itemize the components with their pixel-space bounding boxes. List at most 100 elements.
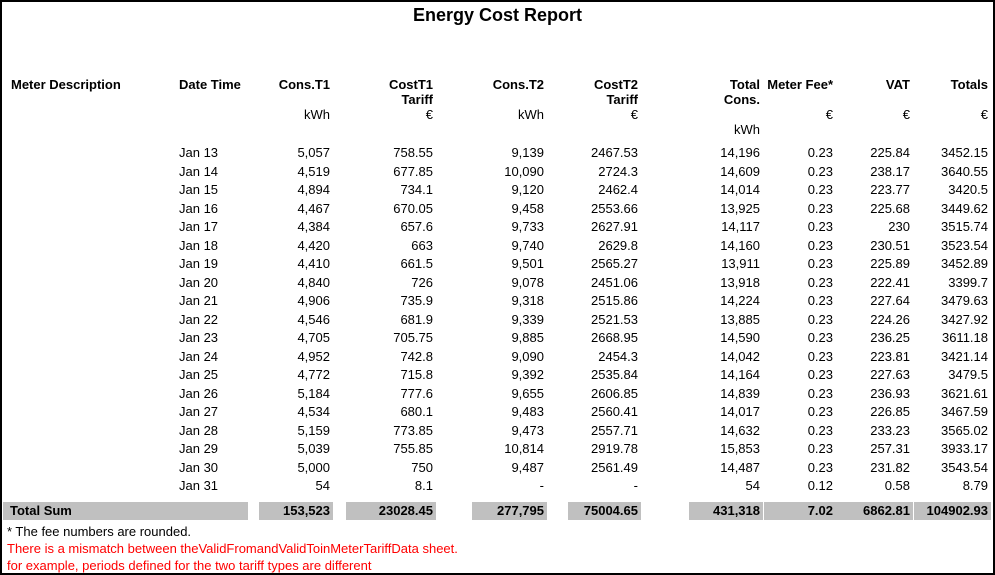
cell-cost-t2: 2557.71	[591, 422, 638, 438]
cell-date-time: Jan 27	[179, 404, 219, 419]
column-header-vat: VAT	[836, 77, 913, 107]
cell-cons-t2: 9,473	[511, 422, 544, 438]
cell-cost-t1: 755.85	[393, 441, 433, 456]
cell-date-time: Jan 25	[179, 367, 219, 382]
cell-meter-fee: 0.23	[807, 459, 833, 475]
cell-totals: 3515.74	[941, 219, 988, 234]
total-totals-cell: 104902.93	[913, 501, 991, 520]
cell-cons-t1: 4,410	[297, 256, 330, 271]
cell-cost-t2: 2724.3	[598, 163, 638, 179]
unit-cell-totals: €	[913, 107, 991, 137]
cell-date-time: Jan 17	[179, 219, 219, 234]
cell-cons-t2: 9,139	[511, 145, 544, 160]
cell-meter-fee: 0.23	[807, 200, 833, 216]
cell-cost-t1: 705.75	[393, 330, 433, 345]
cell-cost-t2: 2560.41	[591, 404, 638, 419]
cell-total-cons: 14,590	[720, 330, 760, 345]
column-header-label-line2: Tariff	[606, 92, 638, 107]
cell-vat: 226.85	[870, 404, 910, 419]
column-header-label: Meter Fee*	[767, 77, 833, 92]
cell-cost-t2: 2919.78	[591, 441, 638, 456]
cell-vat: 224.26	[870, 311, 910, 327]
cell-cons-t1: 4,772	[297, 367, 330, 382]
cell-meter-fee: 0.23	[807, 367, 833, 382]
cell-total-cons: 14,632	[720, 422, 760, 438]
cell-meter-fee: 0.23	[807, 219, 833, 234]
column-header-meter-description: Meter Description	[3, 77, 171, 107]
cell-totals: 3399.7	[948, 274, 988, 290]
total-cost-t1-cell: 23028.45	[333, 501, 436, 520]
cell-meter-fee: 0.23	[807, 274, 833, 290]
cell-cost-t2: 2467.53	[591, 145, 638, 160]
spacer-row	[3, 137, 991, 144]
cell-cost-t2: 2462.4	[598, 182, 638, 197]
cell-total-cons: 14,042	[720, 348, 760, 364]
cell-total-cons: 14,160	[720, 237, 760, 253]
cell-cons-t1: 4,546	[297, 311, 330, 327]
cell-cons-t2: 9,655	[511, 385, 544, 401]
unit-label: €	[425, 107, 433, 122]
cell-cost-t2: 2553.66	[591, 200, 638, 216]
cell-totals: 3449.62	[941, 200, 988, 216]
total-label-cell: Total Sum	[3, 501, 248, 520]
cell-vat: 227.64	[870, 293, 910, 308]
cell-cost-t2: -	[633, 478, 638, 493]
cell-cons-t2: 9,339	[511, 311, 544, 327]
cell-meter-description	[3, 440, 171, 459]
cell-total-cons: 14,839	[720, 385, 760, 401]
cell-total-cons: 14,196	[720, 145, 760, 160]
cell-cons-t2: 9,318	[511, 293, 544, 308]
cell-vat: 236.93	[870, 385, 910, 401]
cell-cost-t2: 2561.49	[591, 459, 638, 475]
cell-meter-description	[3, 348, 171, 367]
cell-vat: 225.68	[870, 200, 910, 216]
cell-vat: 230	[888, 219, 910, 234]
cell-date-time: Jan 28	[179, 422, 219, 438]
tariff-mismatch-warning-line1: There is a mismatch between theValidFrom…	[7, 540, 458, 556]
cell-total-cons: 14,487	[720, 459, 760, 475]
cell-total-cons: 14,609	[720, 163, 760, 179]
cell-date-time: Jan 31	[179, 478, 219, 493]
cell-cost-t2: 2668.95	[591, 330, 638, 345]
table-row: Jan 17 4,384 657.6 9,733 2627.91 14,117 …	[3, 218, 991, 237]
cell-totals: 8.79	[962, 478, 988, 493]
cell-cost-t1: 750	[411, 459, 433, 475]
cell-meter-description	[3, 292, 171, 311]
cell-meter-description	[3, 200, 171, 219]
table-row: Jan 31 54 8.1 - - 54 0.12 0.58 8.79	[3, 477, 991, 496]
cell-meter-fee: 0.23	[807, 237, 833, 253]
table-row: Jan 28 5,159 773.85 9,473 2557.71 14,632…	[3, 422, 991, 441]
cell-cons-t2: 9,120	[511, 182, 544, 197]
total-value: 104902.93	[914, 501, 991, 520]
total-value: 6862.81	[836, 501, 913, 520]
cell-date-time: Jan 21	[179, 293, 219, 308]
table-row: Jan 27 4,534 680.1 9,483 2560.41 14,017 …	[3, 403, 991, 422]
cell-totals: 3611.18	[941, 330, 988, 345]
column-header-cost-t2-tariff: CostT2 Tariff	[547, 77, 641, 107]
tariff-mismatch-warning-line2: for example, periods defined for the two…	[7, 557, 372, 573]
cell-vat: 257.31	[870, 441, 910, 456]
cell-cons-t1: 4,840	[297, 274, 330, 290]
cell-meter-description	[3, 329, 171, 348]
cell-vat: 231.82	[870, 459, 910, 475]
cell-cons-t1: 4,906	[297, 293, 330, 308]
cell-cons-t1: 4,467	[297, 200, 330, 216]
cell-totals: 3523.54	[941, 237, 988, 253]
unit-cell-cost-t2: €	[547, 107, 641, 137]
cell-vat: 227.63	[870, 367, 910, 382]
total-total-cons-cell: 431,318	[641, 501, 763, 520]
cell-vat: 225.84	[870, 145, 910, 160]
cell-meter-description	[3, 311, 171, 330]
column-header-cost-t1-tariff: CostT1 Tariff	[333, 77, 436, 107]
cell-cost-t1: 681.9	[400, 311, 433, 327]
cell-cons-t2: 9,090	[511, 348, 544, 364]
unit-cell-cons-t1: kWh	[248, 107, 333, 137]
cell-cons-t2: -	[539, 478, 544, 493]
total-vat-cell: 6862.81	[836, 501, 913, 520]
cell-cons-t1: 5,057	[297, 145, 330, 160]
cell-date-time: Jan 24	[179, 348, 219, 364]
cell-vat: 238.17	[870, 163, 910, 179]
cell-cost-t1: 726	[411, 274, 433, 290]
total-cons-t1-cell: 153,523	[248, 501, 333, 520]
cell-total-cons: 13,925	[720, 200, 760, 216]
